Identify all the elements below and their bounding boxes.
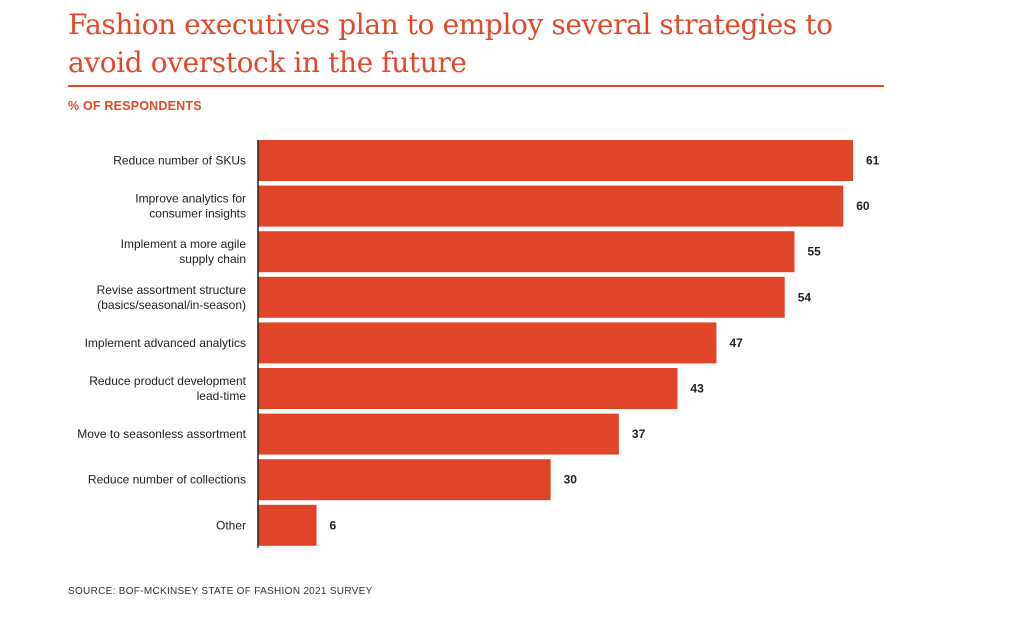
data-label-1: 61 — [866, 154, 880, 168]
category-label-line: Improve analytics for — [135, 192, 246, 206]
bar-5 — [258, 322, 717, 364]
data-label-5: 47 — [729, 336, 743, 350]
bar-9 — [258, 504, 317, 546]
bar-4 — [258, 276, 785, 318]
bars-group: 61 Reduce number of SKUs 60 Improve analyti… — [77, 140, 880, 546]
bar-6 — [258, 368, 678, 409]
category-label-line: Reduce product development — [89, 374, 246, 388]
category-label-3: Implement a more agile supply chain — [121, 237, 247, 266]
data-label-3: 55 — [807, 245, 821, 259]
category-label-6: Reduce product development lead-time — [89, 374, 246, 403]
data-label-7: 37 — [632, 427, 646, 441]
category-label-line: Move to seasonless assortment — [77, 427, 246, 441]
data-label-8: 30 — [564, 473, 578, 487]
data-label-6: 43 — [690, 382, 704, 396]
bar-chart: 61 Reduce number of SKUs 60 Improve analyti… — [77, 140, 880, 548]
bar-8 — [258, 459, 551, 501]
chart-title: Fashion executives plan to employ severa… — [68, 8, 833, 79]
category-label-line: supply chain — [179, 252, 246, 266]
source-note: SOURCE: BOF-MCKINSEY STATE OF FASHION 20… — [68, 586, 373, 597]
category-label-1: Reduce number of SKUs — [113, 154, 246, 168]
category-label-line: Reduce number of collections — [88, 473, 246, 487]
category-label-line: Other — [216, 518, 246, 532]
category-label-8: Reduce number of collections — [88, 473, 246, 487]
category-label-line: lead-time — [197, 389, 247, 403]
category-label-4: Revise assortment structure (basics/seaso… — [97, 283, 247, 312]
title-rule — [68, 85, 884, 87]
category-label-line: Implement advanced analytics — [85, 336, 246, 350]
bar-1 — [258, 140, 853, 181]
category-label-line: Implement a more agile — [121, 237, 247, 251]
category-label-line: Revise assortment structure — [97, 283, 247, 297]
category-label-line: Reduce number of SKUs — [113, 154, 246, 168]
bar-2 — [258, 185, 844, 227]
category-label-5: Implement advanced analytics — [85, 336, 246, 350]
data-label-2: 60 — [856, 199, 870, 213]
data-label-4: 54 — [798, 290, 812, 304]
chart-subtitle: % OF RESPONDENTS — [68, 99, 202, 113]
bar-3 — [258, 231, 795, 273]
data-label-9: 6 — [330, 518, 337, 532]
bar-7 — [258, 413, 619, 455]
category-label-2: Improve analytics for consumer insights — [135, 192, 246, 221]
category-label-7: Move to seasonless assortment — [77, 427, 246, 441]
category-label-line: consumer insights — [149, 207, 246, 221]
category-label-9: Other — [216, 518, 246, 532]
category-label-line: (basics/seasonal/in-season) — [97, 298, 246, 312]
